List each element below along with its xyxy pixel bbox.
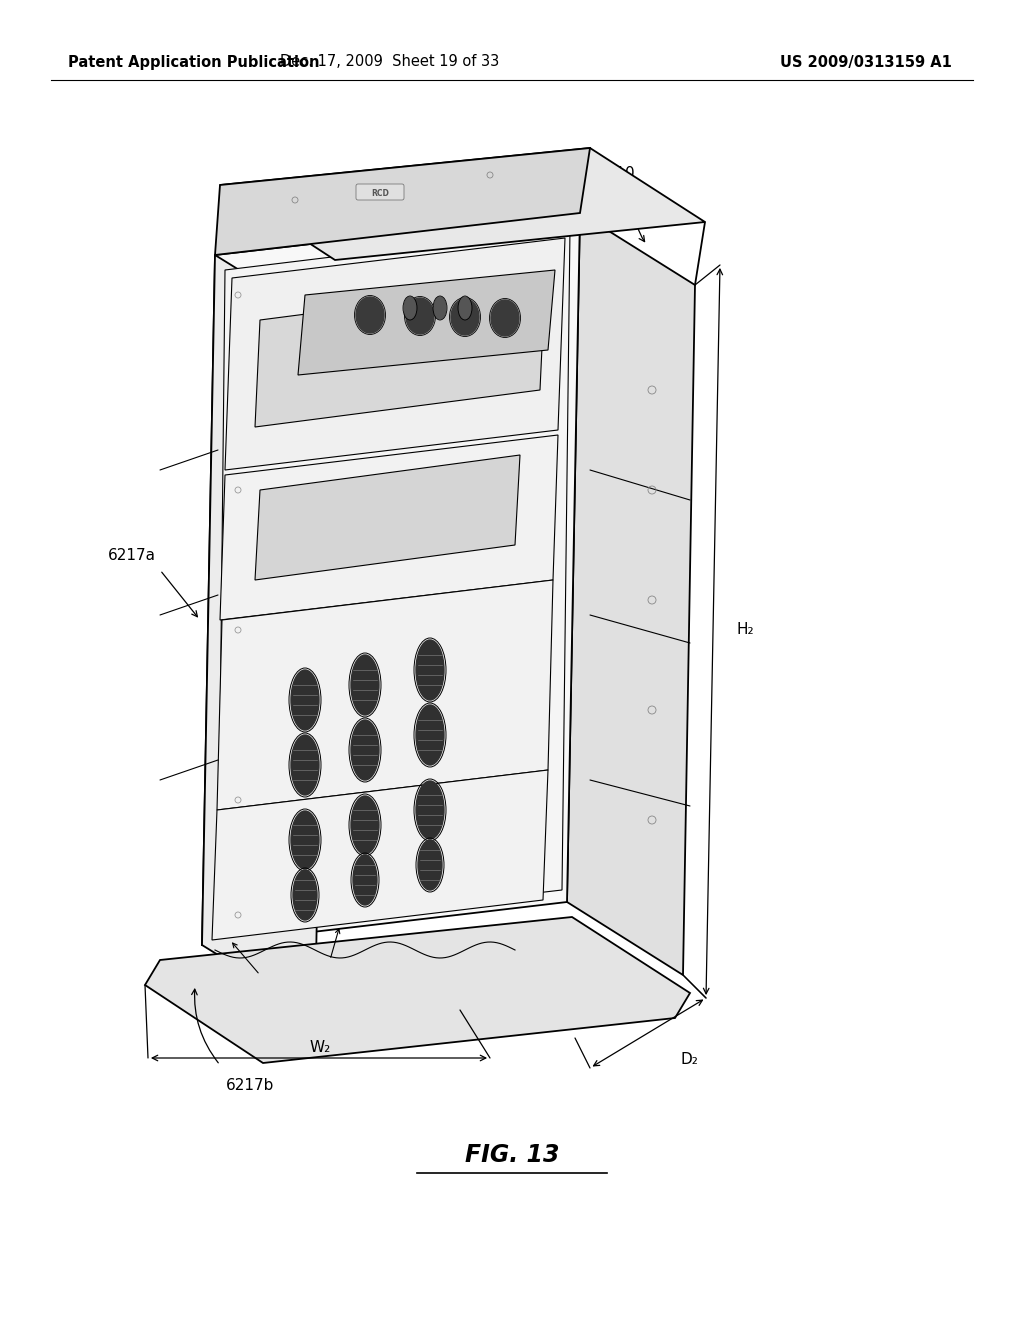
- Ellipse shape: [490, 300, 519, 337]
- Ellipse shape: [356, 297, 384, 333]
- Text: Patent Application Publication: Patent Application Publication: [68, 54, 319, 70]
- Polygon shape: [217, 579, 553, 810]
- Ellipse shape: [406, 298, 434, 334]
- Polygon shape: [220, 148, 705, 260]
- Text: US 2009/0313159 A1: US 2009/0313159 A1: [780, 54, 952, 70]
- Text: RCD: RCD: [371, 189, 389, 198]
- Polygon shape: [225, 238, 565, 470]
- Ellipse shape: [418, 840, 442, 890]
- Ellipse shape: [416, 781, 444, 840]
- Ellipse shape: [404, 297, 416, 319]
- Ellipse shape: [353, 855, 377, 906]
- Ellipse shape: [416, 640, 444, 700]
- Polygon shape: [202, 255, 328, 1015]
- Polygon shape: [220, 436, 558, 620]
- Polygon shape: [212, 770, 548, 940]
- Polygon shape: [145, 917, 690, 1063]
- Polygon shape: [255, 455, 520, 579]
- Text: W₂: W₂: [309, 1040, 331, 1056]
- Ellipse shape: [291, 735, 319, 795]
- Polygon shape: [202, 213, 580, 945]
- Ellipse shape: [459, 297, 471, 319]
- Text: Dec. 17, 2009  Sheet 19 of 33: Dec. 17, 2009 Sheet 19 of 33: [281, 54, 500, 70]
- Text: H₂: H₂: [737, 623, 755, 638]
- Text: 6217a: 6217a: [108, 548, 156, 562]
- Text: FIG. 13: FIG. 13: [465, 1143, 559, 1167]
- Ellipse shape: [351, 655, 379, 715]
- Polygon shape: [298, 271, 555, 375]
- Ellipse shape: [291, 810, 319, 869]
- Text: 6010: 6010: [597, 165, 636, 181]
- Text: 6217b: 6217b: [226, 1077, 274, 1093]
- Polygon shape: [215, 148, 590, 255]
- Ellipse shape: [291, 671, 319, 730]
- Polygon shape: [218, 228, 570, 931]
- Ellipse shape: [351, 719, 379, 780]
- Polygon shape: [255, 282, 545, 426]
- Ellipse shape: [293, 870, 317, 920]
- Ellipse shape: [434, 297, 446, 319]
- Polygon shape: [567, 213, 695, 975]
- FancyBboxPatch shape: [356, 183, 404, 201]
- Text: D₂: D₂: [680, 1052, 698, 1068]
- Ellipse shape: [451, 300, 479, 335]
- Ellipse shape: [351, 796, 379, 854]
- Ellipse shape: [416, 705, 444, 766]
